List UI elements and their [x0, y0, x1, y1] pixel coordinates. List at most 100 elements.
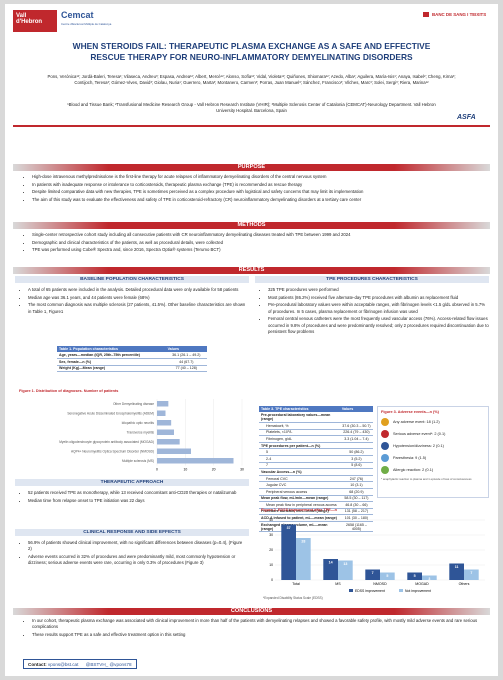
bullet: 52 patients received TPE as monotherapy,…	[28, 490, 247, 496]
table-cell: Pre-procedural laboratory values—mean (r…	[259, 412, 340, 423]
bullet: Median time from relapse onset to TPE in…	[28, 498, 247, 504]
value-label: 14	[329, 561, 333, 565]
section-heading: METHODS	[13, 222, 490, 229]
icon	[381, 442, 389, 450]
subsection-heading: TPE PROCEDURES CHARACTERISTICS	[255, 276, 489, 283]
table-cell: 5 (8.6)	[339, 462, 373, 470]
subsection-heading: CLINICAL RESPONSE AND SIDE EFFECTS	[15, 529, 249, 536]
bullet-list: Single-center retrospective cohort study…	[23, 232, 488, 254]
icon	[381, 430, 389, 438]
contact-email: vpons@bst.cat	[47, 661, 79, 667]
table-cell	[339, 468, 373, 476]
bullet: Adverse events occurred in 32% of proced…	[28, 554, 247, 566]
bullet: High-dose intravenous methylprednisolone…	[32, 174, 488, 180]
value-label: 3	[428, 577, 430, 581]
table-row: Age, years—median (IQR, 25th–75th percen…	[57, 352, 207, 359]
legend-label: Not improvement	[405, 589, 431, 593]
icon	[381, 418, 389, 426]
logo-cemcat: Cemcat	[61, 10, 94, 20]
conclusions-list: In our cohort, therapeutic plasma exchan…	[23, 618, 488, 640]
bar	[157, 458, 234, 464]
bar	[464, 569, 479, 580]
bullet-list: High-dose intravenous methylprednisolone…	[23, 174, 488, 203]
icon	[381, 466, 389, 474]
table-row: Peripheral venous access 68 (20.9)	[259, 488, 373, 496]
table-cell: 5	[259, 448, 340, 456]
table-row: Mean peak flow in peripheral venous acce…	[259, 501, 373, 509]
table-cell	[339, 442, 373, 450]
contact-box: Contact: vpons@bst.cat @BSTVH_ @vpons78	[23, 659, 137, 669]
header-rule	[13, 125, 490, 127]
table-cell: Jugular CVC	[259, 481, 340, 489]
table-cell: 226.4 (79 – 430)	[339, 429, 373, 437]
bullet: A total of 65 patients were included in …	[28, 287, 247, 293]
clinical-list: 56.9% of patients showed clinical improv…	[19, 540, 247, 568]
bullet: The aim of this study was to evaluate th…	[32, 197, 488, 203]
table-cell: Mean peak flow in peripheral venous acce…	[259, 501, 340, 509]
figure3: Figure 3. Adverse events—n (%) Any adver…	[377, 406, 489, 498]
table-row: 2-4 3 (5.2)	[259, 455, 373, 463]
table-cell: Age, years—median (IQR, 25th–75th percen…	[57, 352, 166, 359]
adverse-event: Hypotension/dizziness: 2 (0.1)	[381, 442, 485, 450]
y-tick-label: 10	[269, 563, 273, 567]
table-row: Vascular Access—n (%)	[259, 468, 373, 476]
value-label: 5	[386, 574, 388, 578]
table-cell: Femoral CVC	[259, 475, 340, 483]
adverse-event: Allergic reaction: 2 (0.1)	[381, 466, 485, 474]
table-row: Platelets, ×10⁹/L 226.4 (79 – 430)	[259, 429, 373, 437]
table-header-cell: Values	[165, 346, 207, 353]
value-label: 13	[343, 562, 347, 566]
bullet: Despite limited comparative data with ne…	[32, 189, 488, 195]
adverse-event-text: Paresthesia: 9 (1.5)	[393, 456, 427, 460]
title: WHEN STEROIDS FAIL: THERAPEUTIC PLASMA E…	[72, 41, 431, 62]
bullet: TPE was performed using Cobe® Spectra an…	[32, 247, 488, 253]
value-label: 7	[372, 571, 374, 575]
table-cell: Weight (Kg)—Mean (range)	[57, 365, 166, 373]
x-tick-label: MOGAD	[415, 582, 429, 586]
bar	[365, 569, 380, 580]
value-label: 7	[470, 571, 472, 575]
table-row: Femoral CVC 247 (76)	[259, 475, 373, 483]
table-row: TPE procedures per patient—n (%)	[259, 442, 373, 450]
table-cell: 36.1 (26.1 – 49.2)	[165, 352, 207, 359]
authors: Pons, Verónica¹²; Jordà-Baleri, Teresa¹;…	[47, 74, 456, 86]
table-cell: 101 (30 – 180)	[339, 514, 373, 522]
table-row: ACD-A infused to patient, mL—mean (range…	[259, 514, 373, 522]
bar	[380, 572, 395, 580]
table-row: Procedure duration, min—mean (range) 131 …	[259, 508, 373, 516]
adverse-event-text: Allergic reaction: 2 (0.1)	[393, 468, 434, 472]
table-cell: Vascular Access—n (%)	[259, 468, 340, 476]
bullet-list: 325 TPE procedures were performed Most pa…	[259, 287, 489, 335]
table-row: Pre-procedural laboratory values—mean (r…	[259, 412, 373, 423]
y-tick-label: 40	[269, 518, 273, 522]
x-tick-label: MS	[335, 582, 341, 586]
methods-list: Single-center retrospective cohort study…	[23, 232, 488, 255]
bullet: In our cohort, therapeutic plasma exchan…	[32, 618, 488, 630]
table-header-row: Table 3. TPE characteristics Values	[259, 406, 373, 413]
table-row: Mean peak flow, mL/min—mean (range) 58.5 …	[259, 495, 373, 503]
bullet: Pre-procedural laboratory values were wi…	[268, 302, 489, 314]
category-label: Transverse myelitis	[127, 430, 155, 434]
table-header-cell: Table 3. TPE characteristics	[259, 406, 340, 413]
table-cell: 68 (20.9)	[339, 488, 373, 496]
category-label: AQP4+ Neuromyelitis Optica Spectrum Diso…	[71, 449, 154, 453]
table-cell: Sex, female—n (%)	[57, 358, 166, 366]
logo-vall-hebron: Vall d'Hebron	[13, 10, 57, 32]
subsection-heading: BASELINE POPULATION CHARACTERISTICS	[15, 276, 249, 283]
table-cell: 77 (40 – 128)	[165, 365, 207, 373]
bullet: Median age was 36.1 years, and 44 patien…	[28, 295, 247, 301]
value-label: 37	[287, 526, 291, 530]
table-cell: Mean peak flow, mL/min—mean (range)	[259, 495, 340, 503]
adverse-event-text: Serious adverse event*: 2 (0.1)	[393, 432, 446, 436]
baseline-list: A total of 65 patients were included in …	[19, 287, 247, 316]
purpose-list: High-dose intravenous methylprednisolone…	[23, 174, 488, 205]
table-header-cell: Values	[339, 406, 373, 413]
table1: Table 1. Population characteristics Value…	[57, 346, 207, 373]
bullet: Demographic and clinical characteristics…	[32, 240, 488, 246]
figure-caption: Figure 3. Adverse events—n (%)	[381, 410, 439, 414]
logo-cemcat-sub: Centre d'Esclerosi Múltiple de Catalunya	[61, 22, 112, 26]
section-heading: CONCLUSIONS	[13, 608, 490, 615]
table-row: Sex, female—n (%) 44 (67.7)	[57, 358, 207, 366]
bar	[281, 524, 296, 580]
